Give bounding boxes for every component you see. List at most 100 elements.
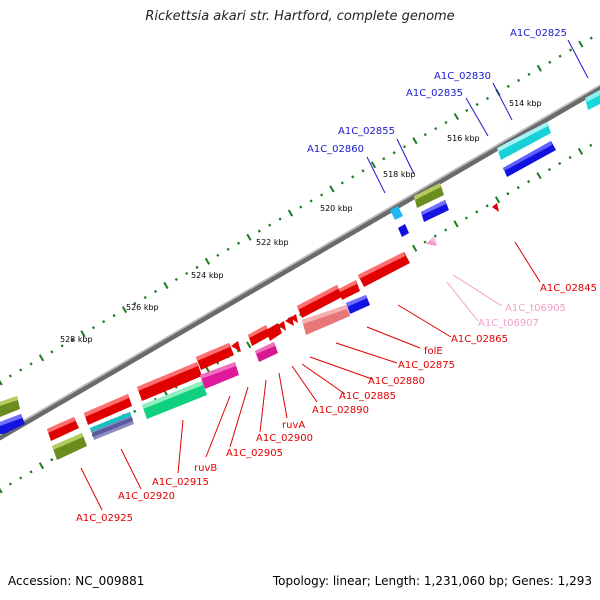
gene-label-a1c-t06907[interactable]: A1C_t06907 xyxy=(478,318,539,329)
gene-block-a1c-02890[interactable] xyxy=(266,321,286,341)
gene-label-ruva[interactable]: ruvA xyxy=(282,420,305,431)
scale-label-524: 524 kbp xyxy=(191,271,224,280)
gene-label-a1c-02845[interactable]: A1C_02845 xyxy=(540,283,597,294)
outer-tick-ring-tick xyxy=(50,350,54,354)
inner-tick-ring-tick xyxy=(589,143,593,147)
gene-block-a1c-02855[interactable] xyxy=(414,183,444,208)
gene-block-a1c-02845[interactable] xyxy=(492,203,499,212)
gene-block-a1c-02865[interactable] xyxy=(358,252,410,287)
outer-tick-ring-tick xyxy=(536,64,542,72)
outer-tick-ring-tick xyxy=(402,145,407,149)
gene-block-a1c-02915-magenta[interactable] xyxy=(200,362,239,389)
forward-strand-features xyxy=(0,90,600,434)
gene-block-a1c-02825[interactable] xyxy=(585,90,600,110)
outer-tick-ring-tick xyxy=(320,193,324,197)
gene-label-a1c-02900[interactable]: A1C_02900 xyxy=(256,433,313,444)
outer-tick-ring-tick xyxy=(19,368,23,372)
scale-label-520: 520 kbp xyxy=(320,204,353,213)
scale-label-528: 528 kbp xyxy=(60,335,93,344)
inner-tick-ring-tick xyxy=(444,228,448,232)
gene-label-a1c-02825[interactable]: A1C_02825 xyxy=(510,28,567,39)
scale-label-526: 526 kbp xyxy=(126,303,159,312)
gene-label-a1c-02890[interactable]: A1C_02890 xyxy=(312,405,369,416)
gene-label-a1c-02925[interactable]: A1C_02925 xyxy=(76,513,133,524)
gene-block-trna[interactable] xyxy=(426,236,437,246)
gene-block-a1c-02915-green[interactable] xyxy=(142,381,207,419)
gene-block-a1c-02880[interactable] xyxy=(302,305,350,335)
outer-tick-ring-tick xyxy=(517,78,521,82)
outer-tick-ring-tick xyxy=(351,175,355,179)
gene-block-a1c-02900[interactable] xyxy=(255,342,278,362)
outer-tick-ring-tick xyxy=(568,48,573,52)
outer-tick-ring-tick xyxy=(133,301,137,306)
outer-tick-ring-tick xyxy=(434,127,438,131)
gene-block-a1c-02835[interactable] xyxy=(503,141,556,177)
gene-block-a1c-02905[interactable] xyxy=(231,341,241,352)
inner-tick-ring-tick xyxy=(547,167,551,172)
gene-label-fole[interactable]: folE xyxy=(424,346,443,357)
inner-tick-ring-tick xyxy=(246,341,252,349)
outer-tick-ring-tick xyxy=(444,120,448,125)
inner-tick-ring-tick xyxy=(0,488,3,494)
gene-block-a1c-02875[interactable] xyxy=(297,285,342,318)
gene-label-a1c-02920[interactable]: A1C_02920 xyxy=(118,491,175,502)
outer-tick-ring-tick xyxy=(475,102,479,107)
gene-block-left-blue[interactable] xyxy=(0,414,25,434)
outer-tick-ring-tick xyxy=(154,289,158,294)
gene-label-ruvb[interactable]: ruvB xyxy=(194,463,217,474)
gene-label-a1c-02880[interactable]: A1C_02880 xyxy=(368,376,425,387)
gene-label-a1c-02830[interactable]: A1C_02830 xyxy=(434,71,491,82)
gene-block-a1c-02920-stripe[interactable] xyxy=(90,412,134,440)
gene-label-a1c-02865[interactable]: A1C_02865 xyxy=(451,334,508,345)
gene-block-a1c-02880-blue[interactable] xyxy=(346,295,370,314)
gene-label-a1c-02905[interactable]: A1C_02905 xyxy=(226,448,283,459)
map-title: Rickettsia akari str. Hartford, complete… xyxy=(145,9,455,24)
gene-block-a1c-02925-green[interactable] xyxy=(52,433,87,460)
genome-summary-text: Topology: linear; Length: 1,231,060 bp; … xyxy=(272,574,592,588)
outer-tick-ring-tick xyxy=(423,133,427,137)
gene-block-a1c-02830[interactable] xyxy=(497,122,551,160)
gene-block-a1c-02860[interactable] xyxy=(390,206,409,237)
gene-block-left-green[interactable] xyxy=(0,396,20,417)
gene-label-a1c-02855[interactable]: A1C_02855 xyxy=(338,126,395,137)
reverse-strand-features xyxy=(47,203,499,460)
gene-block-a1c-02855b[interactable] xyxy=(421,200,449,222)
outer-tick-ring-tick xyxy=(226,247,230,251)
inner-tick-ring-tick xyxy=(494,196,501,204)
outer-tick-ring-tick xyxy=(329,185,335,193)
gene-label-a1c-02915[interactable]: A1C_02915 xyxy=(152,477,209,488)
callout-lines xyxy=(80,39,589,511)
gene-block-fole[interactable] xyxy=(339,280,360,300)
gene-label-a1c-t06905[interactable]: A1C_t06905 xyxy=(505,303,566,314)
scale-labels: 514 kbp 516 kbp 518 kbp 520 kbp 522 kbp … xyxy=(60,99,542,344)
outer-tick-ring-tick xyxy=(237,241,241,245)
gene-label-a1c-02875[interactable]: A1C_02875 xyxy=(398,360,455,371)
inner-tick-ring-tick xyxy=(38,462,45,470)
gene-block-rvua[interactable] xyxy=(248,325,270,346)
gene-label-a1c-02860[interactable]: A1C_02860 xyxy=(307,144,364,155)
outer-tick-ring-tick xyxy=(143,295,147,300)
outer-tick-ring-tick xyxy=(174,277,178,282)
outer-tick-ring-tick xyxy=(80,330,86,338)
outer-tick-ring-tick xyxy=(60,344,64,348)
outer-tick-ring-tick xyxy=(558,54,562,58)
gene-block-ruvb[interactable] xyxy=(196,343,234,370)
gene-block-a1c-02925[interactable] xyxy=(47,417,79,441)
outer-tick-ring-tick xyxy=(112,314,116,318)
outer-tick-ring-tick xyxy=(506,84,510,88)
gene-block-a1c-02915[interactable] xyxy=(137,362,202,401)
inner-tick-ring-tick xyxy=(464,216,468,220)
scale-label-516: 516 kbp xyxy=(447,134,480,143)
scale-label-522: 522 kbp xyxy=(256,238,289,247)
inner-tick-ring-tick xyxy=(568,155,572,160)
gene-label-a1c-02835[interactable]: A1C_02835 xyxy=(406,88,463,99)
gene-block-a1c-02885[interactable] xyxy=(285,314,298,326)
inner-tick-ring-tick xyxy=(453,220,459,228)
gene-block-a1c-02920[interactable] xyxy=(84,394,132,425)
inner-tick-ring-tick xyxy=(475,210,479,214)
outer-tick-ring-tick xyxy=(0,380,3,386)
gene-label-a1c-02885[interactable]: A1C_02885 xyxy=(339,391,396,402)
outer-tick-ring-tick xyxy=(392,151,396,155)
inner-tick-ring-tick xyxy=(485,204,489,208)
